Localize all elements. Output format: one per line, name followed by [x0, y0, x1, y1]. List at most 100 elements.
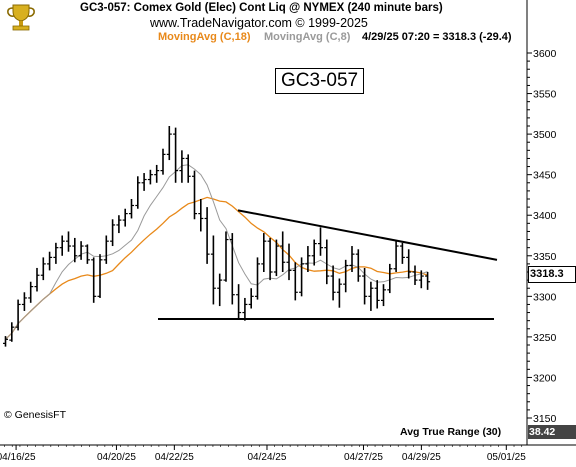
ohlc-bar: [15, 299, 21, 331]
ohlc-bar: [236, 284, 242, 320]
ohlc-bar: [3, 336, 8, 347]
ohlc-bar: [324, 239, 330, 285]
last-price-box: 3318.3: [528, 266, 576, 283]
ohlc-bar: [116, 215, 122, 234]
price-tick-label: 3600: [533, 48, 557, 60]
ohlc-bar: [305, 246, 311, 272]
ohlc-bar: [223, 231, 229, 282]
price-tick-label: 3450: [533, 170, 557, 182]
ohlc-bar: [292, 262, 298, 301]
ohlc-bar: [179, 150, 185, 183]
ohlc-bar: [147, 169, 153, 185]
ohlc-bar: [160, 148, 166, 175]
ohlc-bar: [97, 254, 103, 298]
ohlc-bar: [267, 237, 273, 281]
chart-subtitle: www.TradeNavigator.com © 1999-2025: [150, 16, 368, 30]
data-credit: © GenesisFT: [4, 409, 67, 421]
ohlc-bar: [84, 244, 90, 264]
ohlc-bar: [103, 235, 109, 264]
ohlc-bar: [53, 242, 59, 264]
ohlc-bar: [311, 239, 317, 266]
ohlc-bar: [34, 267, 40, 292]
ohlc-bar: [40, 257, 46, 281]
ohlc-bar: [406, 249, 412, 279]
ohlc-bar: [66, 231, 71, 252]
ohlc-bar: [122, 208, 128, 227]
date-tick-label: 05/01/25: [487, 452, 526, 463]
ohlc-bar: [280, 231, 286, 272]
ohlc-bar: [91, 257, 97, 303]
ohlc-bar: [318, 227, 323, 256]
ma18-legend: MovingAvg (C,18): [158, 31, 251, 43]
ohlc-bar: [173, 127, 179, 183]
ohlc-bar: [21, 292, 27, 311]
ohlc-bar: [192, 170, 197, 220]
ohlc-bar: [242, 297, 248, 321]
ohlc-bar: [141, 173, 147, 191]
ohlc-bar: [185, 154, 191, 183]
trendlines: [158, 209, 498, 321]
ohlc-bar: [368, 281, 374, 311]
ohlc-bar: [78, 241, 84, 260]
ohlc-bar: [381, 284, 386, 307]
ohlc-bar: [229, 233, 235, 305]
price-tick-label: 3550: [533, 89, 557, 101]
ohlc-bar: [110, 219, 116, 247]
ohlc-bar: [47, 251, 53, 271]
ohlc-bar: [9, 322, 15, 342]
ma8-line: [5, 164, 428, 340]
ohlc-bar: [273, 239, 279, 277]
last-price-label: 4/29/25 07:20 = 3318.3 (-29.4): [362, 31, 512, 43]
atr-label: Avg True Range (30): [400, 426, 502, 438]
date-tick-label: 04/29/25: [402, 452, 441, 463]
price-tick-label: 3150: [533, 413, 557, 425]
chart-frame: [0, 0, 576, 446]
ohlc-bar: [299, 257, 305, 297]
ma8-legend: MovingAvg (C,8): [264, 31, 351, 43]
ohlc-bar: [330, 265, 336, 301]
ohlc-bar: [59, 235, 65, 256]
date-tick-label: 04/22/25: [155, 452, 194, 463]
date-tick-label: 04/20/25: [97, 452, 136, 463]
ohlc-bars: [3, 126, 431, 347]
price-tick-label: 3400: [533, 210, 557, 222]
ohlc-bar: [72, 237, 78, 263]
price-tick-label: 3350: [533, 251, 557, 263]
ohlc-bar: [210, 235, 216, 305]
ohlc-bar: [166, 126, 172, 161]
ohlc-bar: [248, 288, 254, 309]
ohlc-bar: [362, 267, 368, 305]
ohlc-bar: [374, 280, 380, 309]
ma8-path: [5, 164, 428, 340]
ohlc-bar: [154, 164, 160, 183]
ohlc-bar: [343, 259, 349, 293]
ohlc-bar: [418, 270, 424, 289]
ohlc-bar: [412, 265, 418, 285]
ohlc-bar: [393, 241, 399, 272]
date-tick-label: 04/16/25: [0, 452, 36, 463]
ohlc-bar: [286, 243, 292, 281]
ohlc-bar: [261, 233, 267, 272]
price-tick-label: 3200: [533, 372, 557, 384]
date-tick-label: 04/27/25: [344, 452, 383, 463]
chart-title: GC3-057: Comex Gold (Elec) Cont Liq @ NY…: [80, 2, 443, 14]
ohlc-bar: [336, 278, 342, 308]
ohlc-bar: [349, 246, 355, 272]
price-tick-label: 3250: [533, 332, 557, 344]
ohlc-bar: [387, 263, 393, 294]
ohlc-bar: [399, 242, 405, 264]
date-tick-label: 04/24/25: [248, 452, 287, 463]
date-axis: 04/16/25 04/20/25 04/22/25 04/24/25 04/27/25…: [0, 445, 526, 463]
price-axis: 3150 3200 3250 3300 3350 3400 3450 3500 3550 3600: [527, 48, 557, 425]
ohlc-bar: [255, 257, 260, 300]
ohlc-bar: [28, 281, 34, 303]
ohlc-bar: [355, 249, 361, 282]
ohlc-bar: [204, 207, 210, 264]
ohlc-bar: [425, 272, 431, 290]
ohlc-bar: [135, 176, 141, 209]
price-tick-label: 3500: [533, 129, 557, 141]
resistance-trendline: [237, 209, 498, 261]
trophy-logo-icon: [7, 4, 35, 31]
price-tick-label: 3300: [533, 291, 557, 303]
